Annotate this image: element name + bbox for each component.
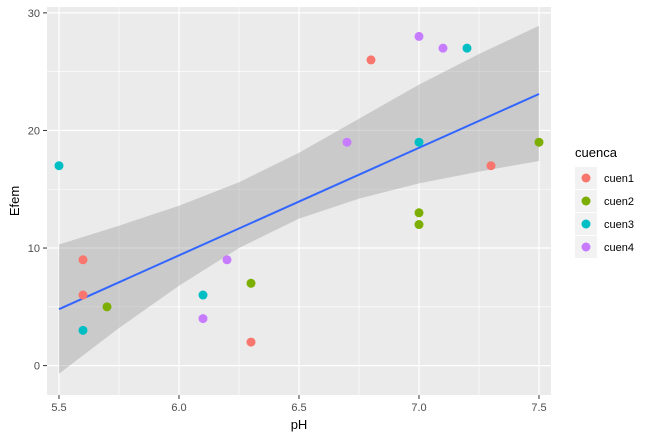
- x-tick-label: 7.0: [411, 402, 426, 414]
- x-tick-label: 7.5: [531, 402, 546, 414]
- point-cuen2: [102, 302, 112, 312]
- point-cuen4: [414, 31, 424, 41]
- point-cuen3: [54, 161, 64, 171]
- legend: cuenca cuen1 cuen2 cuen3 cuen4: [575, 145, 634, 258]
- point-cuen4: [222, 255, 232, 265]
- point-cuen1: [366, 55, 376, 65]
- legend-label-cuen3: cuen3: [604, 219, 634, 231]
- point-cuen4: [342, 137, 352, 147]
- point-cuen2: [534, 137, 544, 147]
- y-axis-ticks: 0 10 20 30: [28, 8, 47, 373]
- x-tick-label: 5.5: [51, 402, 66, 414]
- point-cuen1: [78, 255, 88, 265]
- y-tick-label: 30: [28, 8, 40, 20]
- x-tick-label: 6.0: [171, 402, 186, 414]
- legend-swatch-cuen4: [581, 242, 591, 252]
- point-cuen3: [462, 43, 472, 53]
- point-cuen3: [198, 290, 208, 300]
- legend-swatch-cuen1: [581, 173, 591, 183]
- point-cuen4: [198, 314, 208, 324]
- trend-line: [58, 93, 540, 311]
- legend-title: cuenca: [575, 145, 618, 160]
- point-cuen1: [486, 161, 496, 171]
- data-points: [54, 31, 544, 347]
- point-cuen3: [414, 137, 424, 147]
- confidence-band: [59, 25, 539, 374]
- y-tick-label: 0: [34, 361, 40, 373]
- point-cuen3: [78, 325, 88, 335]
- point-cuen1: [78, 290, 88, 300]
- legend-swatch-cuen3: [581, 219, 591, 229]
- point-cuen2: [414, 220, 424, 230]
- x-axis-title: pH: [291, 417, 308, 432]
- y-axis-title: Efem: [7, 186, 22, 216]
- point-cuen2: [414, 208, 424, 218]
- y-tick-label: 10: [28, 243, 40, 255]
- legend-label-cuen4: cuen4: [604, 242, 634, 254]
- legend-swatch-cuen2: [581, 196, 591, 206]
- y-tick-label: 20: [28, 125, 40, 137]
- x-tick-label: 6.5: [291, 402, 306, 414]
- point-cuen4: [438, 43, 448, 53]
- point-cuen2: [246, 278, 256, 288]
- x-axis-ticks: 5.5 6.0 6.5 7.0 7.5: [51, 395, 547, 414]
- legend-label-cuen1: cuen1: [604, 173, 634, 185]
- legend-label-cuen2: cuen2: [604, 196, 634, 208]
- point-cuen1: [246, 337, 256, 347]
